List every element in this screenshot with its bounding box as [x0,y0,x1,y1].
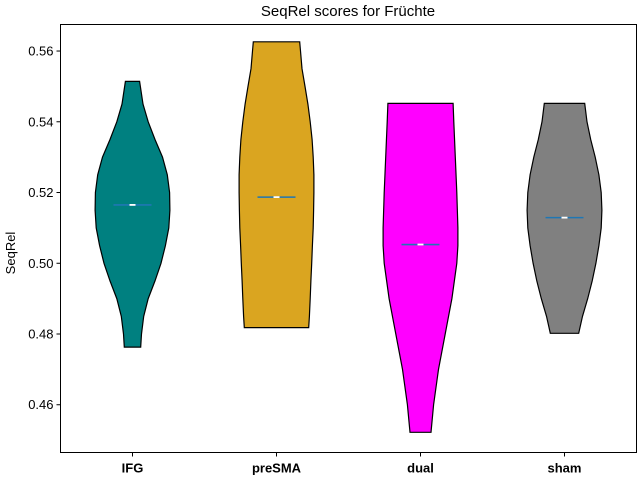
x-tick-label-dual: dual [407,461,434,476]
y-tick-label: 0.56 [28,44,53,59]
x-tick-label-IFG: IFG [122,461,144,476]
y-tick-label: 0.50 [28,256,53,271]
y-tick-label: 0.46 [28,397,53,412]
violin-IFG [94,80,171,348]
violin-group [94,41,603,433]
y-tick-label: 0.52 [28,185,53,200]
x-tick-label-preSMA: preSMA [252,461,302,476]
y-axis-ticks: 0.46 0.48 0.50 0.52 0.54 0.56 [28,44,61,412]
violin-preSMA [238,41,315,329]
chart-title: SeqRel scores for Früchte [261,3,435,20]
x-tick-label-sham: sham [548,461,582,476]
y-axis-label: SeqRel [3,232,18,275]
y-tick-label: 0.54 [28,114,53,129]
violin-dual [382,102,459,433]
y-tick-label: 0.48 [28,327,53,342]
x-axis-ticks: IFG preSMA dual sham [122,452,582,476]
plot-frame [60,24,637,453]
